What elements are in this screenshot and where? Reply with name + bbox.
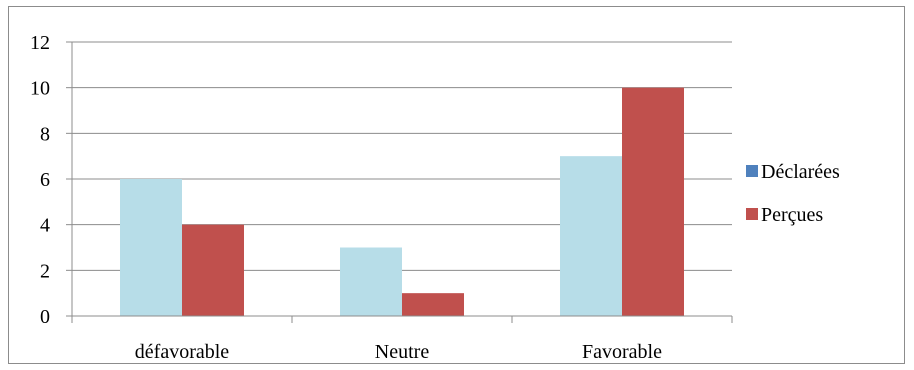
y-tick-label: 10: [30, 78, 50, 100]
x-tick-label: Favorable: [582, 341, 662, 363]
legend-swatch-percues: [746, 208, 758, 220]
y-tick-label: 4: [40, 215, 50, 237]
y-tick-label: 0: [40, 306, 50, 328]
legend: Déclarées Perçues: [746, 161, 840, 226]
legend-swatch-declarees: [746, 165, 758, 177]
bar-declarees-1: [340, 247, 402, 316]
bars: [120, 87, 684, 317]
x-tick-label: défavorable: [135, 341, 230, 363]
y-tick-label: 6: [40, 169, 50, 191]
legend-label-declarees: Déclarées: [761, 161, 840, 183]
bar-declarees-0: [120, 179, 182, 316]
y-tick-label: 12: [30, 32, 50, 54]
bar-declarees-2: [560, 156, 622, 316]
y-tick-label: 2: [40, 260, 50, 282]
bar-percues-1: [402, 293, 464, 316]
x-tick-label: Neutre: [375, 341, 430, 363]
bar-percues-0: [182, 224, 244, 316]
y-tick-label: 8: [40, 123, 50, 145]
axes: 0 2 4 6 8 10 12 défavorable Neutre Favorable: [30, 32, 733, 363]
bar-percues-2: [622, 87, 684, 317]
legend-label-percues: Perçues: [761, 204, 823, 226]
